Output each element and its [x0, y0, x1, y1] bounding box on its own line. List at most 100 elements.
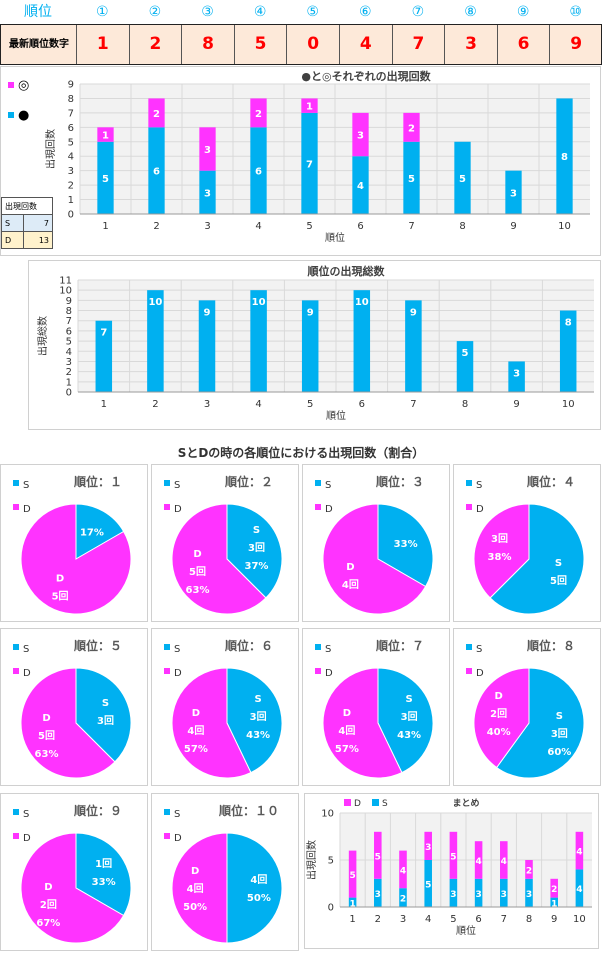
- x-tick-label: 7: [410, 399, 416, 410]
- y-tick-label: 8: [66, 306, 72, 317]
- data-label: 4: [576, 885, 582, 895]
- legend-swatch-icon: [372, 799, 379, 806]
- data-label: 4: [501, 857, 507, 867]
- pie-data-label: 5回: [38, 730, 55, 742]
- legend-label: ●: [18, 107, 30, 123]
- pie-data-label: 60%: [547, 747, 571, 758]
- pie-data-label: 3回: [248, 542, 265, 554]
- legend-label: S: [23, 480, 29, 491]
- x-tick-label: 6: [357, 221, 363, 232]
- legend-label: S: [476, 480, 482, 491]
- legend-swatch-icon: [466, 480, 472, 486]
- legend-label: D: [354, 799, 361, 809]
- legend-swatch-icon: [466, 644, 472, 650]
- y-tick-label: 6: [66, 326, 72, 337]
- legend-swatch-icon: [13, 644, 19, 650]
- data-label: 2: [255, 109, 262, 120]
- legend-swatch-icon: [13, 809, 19, 815]
- legend-label: D: [174, 668, 182, 679]
- count-table-label: S: [0, 214, 25, 232]
- pie-data-label: D: [346, 562, 354, 573]
- pie-slice: [75, 832, 132, 917]
- x-tick-label: 8: [526, 914, 532, 925]
- legend-label: D: [325, 504, 333, 515]
- pie-title: 順位：７: [375, 638, 424, 653]
- data-label: 3: [526, 890, 532, 900]
- bar: [198, 300, 216, 392]
- pie-chart: 順位：２ S D S 3回 37% D 5回 63%: [151, 464, 299, 622]
- latest-digit-cell: 9: [549, 25, 602, 64]
- pie-chart: 順位：５ S D S 3回 D 5回 63%: [0, 628, 148, 786]
- bar-segment: [474, 841, 483, 879]
- pie-slice: [171, 667, 252, 779]
- bar-segment: [250, 98, 267, 128]
- bar: [250, 290, 267, 392]
- data-label: 4: [475, 857, 481, 867]
- y-tick-label: 11: [59, 276, 72, 287]
- legend-label: S: [476, 644, 482, 655]
- chart-title: まとめ: [452, 798, 479, 809]
- cyan-square-icon: [8, 112, 14, 118]
- latest-digit-cell: 6: [496, 25, 550, 64]
- stacked-bar-chart-counts: 0 1 2 3 4 5 6 7 8 9 1 5 1 2 6 2 3 3 3 4 6 2 5 7 1 6 4 3 7 5 2 8 5 9 3 10 8 順位…: [44, 69, 590, 244]
- data-label: 1: [102, 131, 109, 142]
- pie-data-label: S: [405, 694, 412, 705]
- data-label: 5: [349, 871, 355, 881]
- y-tick-label: 0: [66, 388, 72, 399]
- legend-label: S: [174, 480, 180, 491]
- bar-segment: [403, 112, 420, 142]
- y-tick-label: 4: [68, 152, 74, 163]
- data-label: 5: [375, 852, 381, 862]
- x-tick-label: 5: [307, 399, 313, 410]
- x-tick-label: 1: [102, 221, 108, 232]
- pie-chart: 順位：４ S D S 5回 3回 38%: [453, 464, 601, 622]
- data-label: 3: [475, 890, 481, 900]
- data-label: 3: [204, 145, 211, 156]
- bar-segment: [454, 141, 471, 214]
- data-label: 5: [408, 174, 415, 185]
- pie-data-label: S: [102, 698, 109, 709]
- legend-swatch-icon: [164, 480, 170, 486]
- data-label: 9: [307, 307, 314, 318]
- pie-chart: 順位：７ S D S 3回 43% D 4回 57%: [302, 628, 450, 786]
- pie-slice: [377, 503, 434, 588]
- x-tick-label: 8: [459, 221, 465, 232]
- pie-data-label: S: [254, 694, 261, 705]
- y-tick-label: 3: [68, 166, 74, 177]
- pie-section-title: SとDの時の各順位における出現回数（割合）: [177, 446, 425, 460]
- pie-title: 順位：５: [73, 638, 122, 653]
- pie-data-label: 3回: [250, 711, 267, 723]
- pie-slice: [20, 667, 116, 779]
- pie-slice: [226, 503, 283, 599]
- latest-digit-cell: 8: [181, 25, 234, 64]
- pie-data-label: D: [191, 866, 199, 877]
- y-tick-label: 5: [68, 137, 74, 148]
- pie-data-label: 3回: [97, 715, 114, 727]
- legend-swatch-icon: [164, 809, 170, 815]
- legend-label: S: [174, 644, 180, 655]
- data-label: 3: [513, 368, 520, 379]
- pie-data-label: 67%: [36, 918, 60, 929]
- pie-data-label: D: [495, 691, 503, 702]
- pie-slice: [171, 503, 267, 615]
- bar-segment: [352, 112, 369, 157]
- x-tick-label: 2: [375, 914, 381, 925]
- rank-header-label: 順位: [24, 4, 52, 20]
- x-tick-label: 3: [204, 221, 210, 232]
- x-tick-label: 3: [204, 399, 210, 410]
- x-tick-label: 9: [510, 221, 516, 232]
- data-label: 7: [100, 328, 107, 339]
- pie-data-label: 33%: [92, 877, 116, 888]
- pie-data-label: 4回: [342, 579, 359, 591]
- pie-data-label: 40%: [487, 727, 511, 738]
- bar-segment: [556, 98, 573, 214]
- bar-segment: [374, 831, 382, 879]
- pie-data-label: 43%: [246, 730, 270, 741]
- legend-swatch-icon: [344, 799, 351, 806]
- bar: [301, 300, 319, 392]
- legend-swatch-icon: [13, 833, 19, 839]
- data-label: 3: [501, 890, 507, 900]
- bar-segment: [148, 127, 165, 214]
- pie-data-label: 33%: [394, 539, 418, 550]
- legend-label: D: [23, 668, 31, 679]
